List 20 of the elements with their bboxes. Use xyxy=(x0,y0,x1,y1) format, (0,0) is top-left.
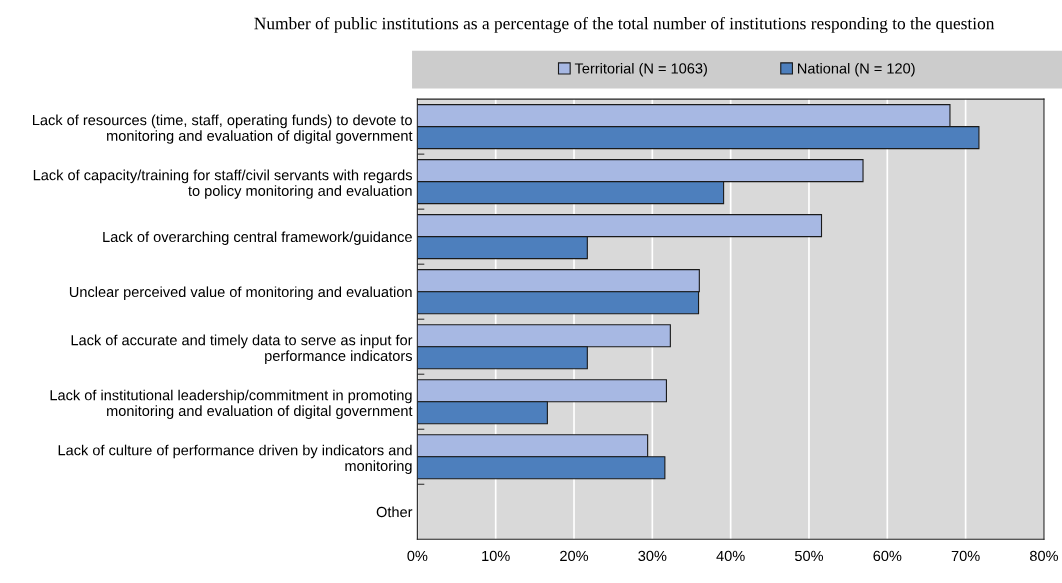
y-tick-label: Lack of culture of performance driven by indicators and monitoring xyxy=(58,444,412,474)
x-tick-label: 40% xyxy=(716,550,745,562)
x-tick-label: 80% xyxy=(1029,550,1059,562)
x-tick-label: 20% xyxy=(560,550,589,562)
legend-label: Territorial (N = 1063) xyxy=(574,62,707,77)
x-tick-label: 70% xyxy=(951,550,980,562)
x-tick-label: 0% xyxy=(407,550,428,562)
chart-title: Number of public institutions as a percentage of the total number of institutions responding to the question xyxy=(254,16,995,33)
x-tick-label: 30% xyxy=(638,550,667,562)
legend-label: National (N = 120) xyxy=(798,62,915,77)
y-tick-label: Lack of resources (time, staff, operating funds) to devote to monitoring and evaluation of digital government xyxy=(33,114,413,144)
x-tick-label: 10% xyxy=(482,550,510,562)
x-tick-label: 50% xyxy=(794,550,824,562)
y-tick-label: Unclear perceived value of monitoring and evaluation xyxy=(69,286,412,300)
y-tick-label: Other xyxy=(376,506,413,518)
y-tick-label: Lack of overarching central framework/guidance xyxy=(103,231,412,245)
x-tick-label: 60% xyxy=(873,550,902,562)
y-tick-label: Lack of institutional leadership/commitment in promoting monitoring and evaluation of digital government xyxy=(50,389,413,419)
y-tick-label: Lack of capacity/training for staff/civil servants with regards to policy monitoring and evaluation xyxy=(33,169,412,199)
y-tick-label: Lack of accurate and timely data to serve as input for performance indicators xyxy=(71,334,413,364)
